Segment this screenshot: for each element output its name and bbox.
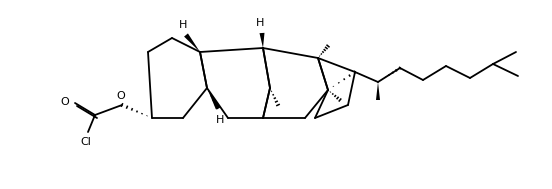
Polygon shape bbox=[207, 88, 220, 109]
Text: O: O bbox=[116, 91, 125, 101]
Polygon shape bbox=[376, 82, 380, 100]
Text: O: O bbox=[60, 97, 69, 107]
Text: H: H bbox=[216, 115, 224, 125]
Polygon shape bbox=[184, 33, 200, 52]
Text: Cl: Cl bbox=[81, 137, 92, 147]
Text: H: H bbox=[256, 18, 264, 28]
Polygon shape bbox=[259, 33, 264, 48]
Text: H: H bbox=[179, 20, 187, 30]
